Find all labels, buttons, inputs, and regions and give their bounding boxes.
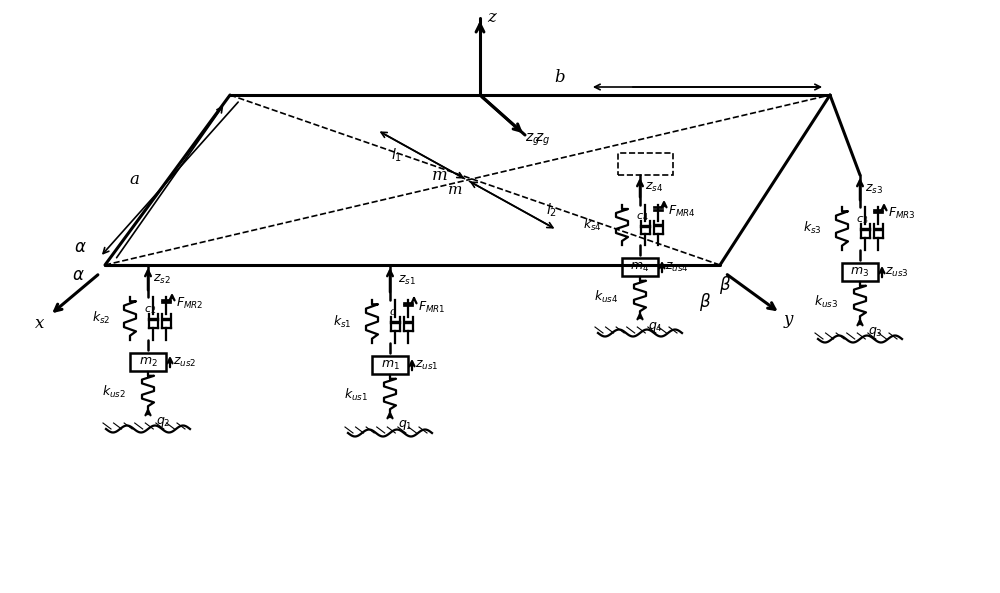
Text: $q_1$: $q_1$ [398,418,413,432]
Text: $z_g$: $z_g$ [535,132,550,148]
Text: $z_{us3}$: $z_{us3}$ [885,266,909,279]
Text: a: a [129,171,139,189]
Text: $k_{s2}$: $k_{s2}$ [92,310,110,326]
Text: $m_3$: $m_3$ [850,266,870,279]
Text: $z_{us2}$: $z_{us2}$ [173,355,196,369]
Text: $z_{s1}$: $z_{s1}$ [398,273,416,286]
Text: m: m [448,183,462,197]
Text: $z_{s4}$: $z_{s4}$ [645,180,663,193]
Text: y: y [783,311,793,329]
Text: $c_2$: $c_2$ [144,304,156,316]
Text: $\beta$: $\beta$ [699,291,711,313]
Text: $F_{MR2}$: $F_{MR2}$ [176,295,203,311]
Text: $\alpha$: $\alpha$ [74,240,86,257]
Text: $\alpha$: $\alpha$ [72,266,84,283]
Text: $k_{us3}$: $k_{us3}$ [814,294,838,310]
Text: $F_{MR3}$: $F_{MR3}$ [888,205,916,221]
Text: $k_{us4}$: $k_{us4}$ [594,289,618,305]
Text: $F_{MR1}$: $F_{MR1}$ [418,299,446,314]
Bar [618,153,673,175]
Text: $k_{s1}$: $k_{s1}$ [333,314,352,330]
Text: $l_1$: $l_1$ [391,146,403,164]
Text: $z_g$: $z_g$ [525,132,541,148]
Text: $q_4$: $q_4$ [648,320,663,334]
Text: $m_1$: $m_1$ [381,358,399,372]
Text: $q_3$: $q_3$ [868,325,883,339]
Text: z: z [488,9,496,27]
Text: $z_{us1}$: $z_{us1}$ [415,358,438,372]
Text: $q_2$: $q_2$ [156,415,171,429]
Text: $c_3$: $c_3$ [856,214,868,226]
Bar [622,258,658,276]
Text: $z_{s3}$: $z_{s3}$ [865,183,883,196]
Text: b: b [555,69,565,87]
Bar [130,353,166,371]
Text: $z_{s2}$: $z_{s2}$ [153,272,171,286]
Text: $m_4$: $m_4$ [630,260,650,273]
Text: $c_4$: $c_4$ [636,211,648,223]
Bar [372,356,408,374]
Text: $l_2$: $l_2$ [546,201,558,219]
Text: $F_{MR4}$: $F_{MR4}$ [668,203,696,219]
Bar [842,263,878,281]
Text: $k_{us1}$: $k_{us1}$ [344,387,368,403]
Text: $k_{s3}$: $k_{s3}$ [803,220,822,236]
Text: $z_{us4}$: $z_{us4}$ [665,260,689,273]
Text: m: m [432,167,448,183]
Text: $\beta$: $\beta$ [719,274,731,296]
Text: $k_{s4}$: $k_{s4}$ [583,217,602,233]
Text: $k_{us2}$: $k_{us2}$ [102,384,126,400]
Text: x: x [35,314,45,331]
Text: $m_2$: $m_2$ [139,355,157,369]
Text: c: c [390,307,396,317]
